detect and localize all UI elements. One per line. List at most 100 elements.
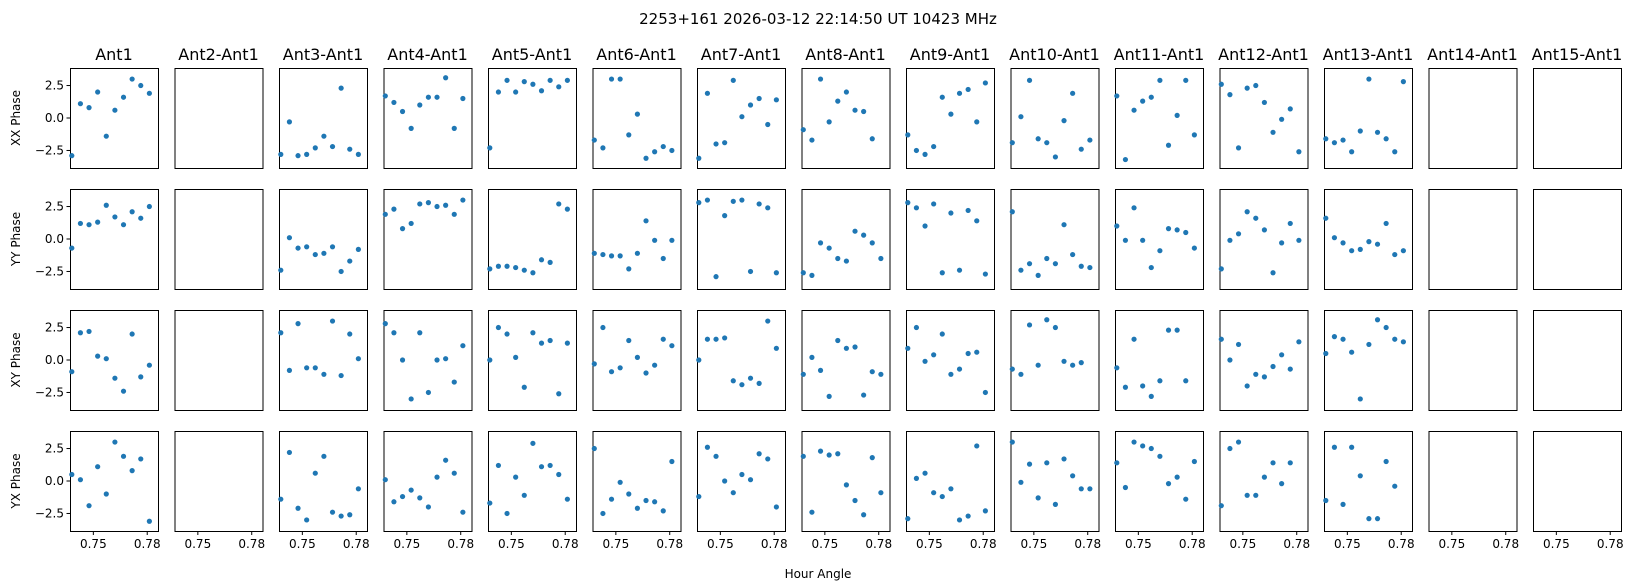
subplot-ant6-ant1-xx-phase [591, 68, 682, 169]
data-point [521, 267, 527, 273]
data-point [1270, 270, 1276, 276]
data-point [355, 486, 361, 492]
data-point [1061, 358, 1067, 364]
data-point [146, 362, 152, 368]
column-title-ant5-ant1: Ant5-Ant1 [492, 45, 573, 64]
subplot-ant6-ant1-yy-phase [591, 189, 682, 290]
data-point [295, 153, 301, 159]
column-title-ant12-ant1: Ant12-Ant1 [1218, 45, 1309, 64]
row-label-yx-phase: YX Phase [9, 453, 23, 509]
data-point [1114, 93, 1120, 99]
data-point [408, 220, 414, 227]
data-point [321, 453, 327, 459]
data-point [556, 84, 562, 90]
x-tick-label: 0.78 [552, 537, 579, 551]
data-point [1374, 317, 1381, 323]
data-point [756, 201, 762, 207]
data-point [913, 147, 920, 154]
subplot-ant12-ant1-xy-phase [1218, 310, 1309, 411]
data-point [547, 77, 553, 83]
data-point [120, 222, 127, 228]
subplot-ant11-ant1-yx-phase: 0.75 0.78 [1114, 431, 1206, 551]
data-point [617, 365, 623, 371]
data-point [1366, 76, 1372, 82]
data-point [608, 496, 615, 502]
column-title-ant3-ant1: Ant3-Ant1 [283, 45, 364, 64]
data-point [869, 455, 875, 461]
data-point [1009, 140, 1015, 146]
data-point [1279, 481, 1285, 487]
data-point [939, 94, 945, 100]
data-point [922, 151, 928, 157]
data-point [129, 209, 135, 215]
data-point [939, 493, 945, 500]
subplot-ant15-ant1-yy-phase [1533, 189, 1622, 290]
data-point [591, 445, 597, 452]
x-tick-label: 0.78 [343, 537, 370, 551]
subplot-ant12-ant1-yx-phase: 0.75 0.78 [1218, 431, 1310, 551]
data-point [1244, 85, 1250, 91]
data-point [321, 371, 327, 377]
data-point [399, 226, 406, 232]
data-point [756, 451, 762, 457]
data-point [1366, 341, 1372, 348]
data-point [1183, 496, 1189, 502]
column-title-ant7-ant1: Ant7-Ant1 [701, 45, 782, 64]
data-point [338, 513, 344, 519]
data-point [513, 89, 519, 95]
data-point [530, 440, 536, 446]
subplot-ant13-ant1-xx-phase [1323, 68, 1413, 169]
data-point [1026, 322, 1033, 328]
data-point [730, 198, 736, 204]
data-point [965, 513, 971, 519]
data-point [120, 94, 127, 100]
data-point [600, 145, 606, 151]
subplot-ant1-yy-phase: 2.5 0.0 −2.5 YY Phase [9, 189, 159, 290]
data-point [982, 80, 988, 86]
data-point [765, 318, 771, 324]
data-point [434, 94, 440, 100]
data-point [1165, 226, 1172, 232]
axes-frame [592, 431, 682, 532]
y-tick-label: 2.5 [45, 79, 64, 93]
data-point [765, 205, 771, 211]
data-point [869, 136, 875, 142]
data-point [1165, 481, 1172, 487]
data-point [669, 343, 675, 349]
axes-frame [1428, 68, 1518, 169]
data-point [1078, 146, 1084, 152]
axes-frame [1115, 189, 1204, 290]
data-point [843, 345, 850, 351]
data-point [451, 379, 457, 385]
data-point [800, 127, 806, 133]
data-point [138, 456, 144, 462]
data-point [399, 357, 406, 363]
data-point [1122, 484, 1129, 491]
data-point [1218, 336, 1224, 342]
data-point [826, 393, 832, 399]
data-point [948, 210, 954, 216]
data-point [965, 86, 971, 93]
data-point [1227, 92, 1233, 98]
data-point [146, 90, 152, 96]
subplot-ant3-ant1-yx-phase: 0.75 0.78 [278, 431, 370, 551]
x-tick-label: 0.78 [238, 537, 265, 551]
data-point [913, 205, 920, 211]
data-point [1235, 341, 1242, 348]
data-point [1400, 248, 1406, 254]
data-point [1253, 371, 1259, 377]
data-point [1122, 384, 1129, 390]
data-point [451, 125, 457, 131]
x-tick-label: 0.75 [602, 537, 629, 551]
subplot-ant6-ant1-xy-phase [591, 310, 682, 411]
axes-frame [383, 68, 473, 169]
axes-frame [488, 189, 577, 290]
data-point [391, 330, 397, 336]
data-point [338, 268, 344, 275]
subplot-ant7-ant1-yx-phase: 0.75 0.78 [696, 431, 788, 551]
data-point [521, 492, 527, 498]
axes-frame [1533, 431, 1622, 532]
row-label-xx-phase: XX Phase [9, 90, 23, 146]
data-point [1070, 473, 1076, 479]
data-point [1061, 456, 1067, 462]
